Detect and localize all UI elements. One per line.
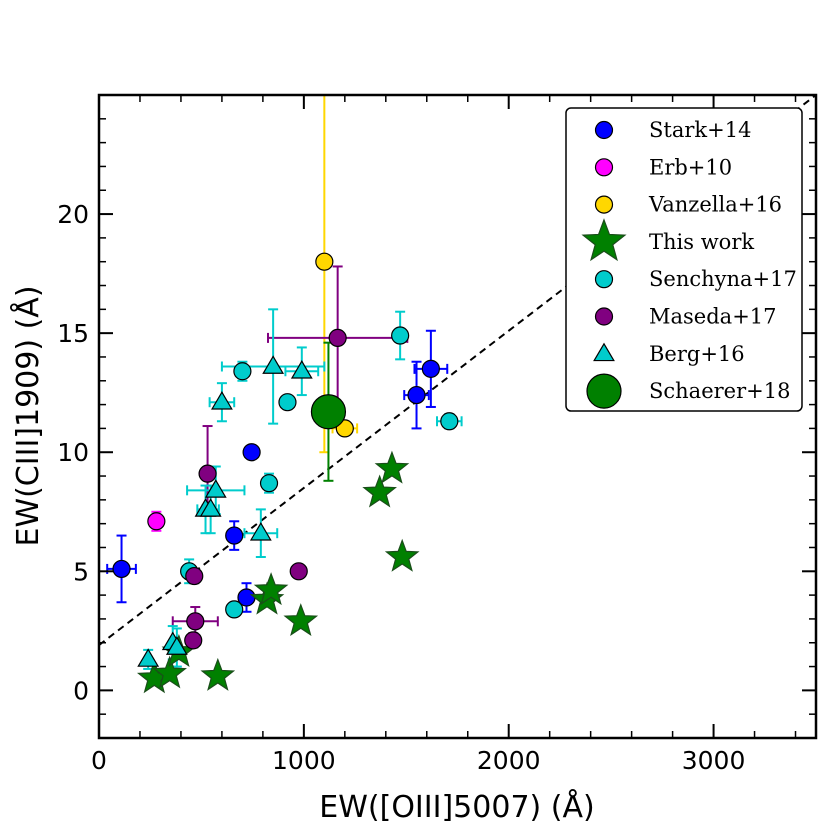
- reference-line-layer: [99, 95, 816, 646]
- data-point-berg-16-2: [165, 636, 188, 655]
- tick-layer: 0 1000 2000 3000 0 5 10 15 20: [57, 95, 816, 775]
- data-point-stark-14-3: [242, 443, 261, 462]
- data-point-this-work-7: [362, 474, 397, 508]
- legend-label-senchyna-17: Senchyna+17: [649, 267, 797, 291]
- x-tick-label: 3000: [682, 746, 746, 775]
- legend-label-schaerer-18: Schaerer+18: [649, 379, 790, 403]
- data-point-senchyna-17-1: [225, 600, 244, 619]
- legend-box: [565, 107, 803, 412]
- data-point-maseda-17-4: [289, 562, 308, 581]
- data-point-this-work-9: [384, 538, 420, 572]
- data-point-berg-16-8: [262, 355, 285, 374]
- data-point-berg-16-6: [211, 391, 233, 410]
- x-tick-label: 1000: [272, 746, 336, 775]
- legend-marker-this-work: [581, 218, 627, 262]
- y-tick-label: 10: [57, 438, 89, 467]
- legend-label-this-work: This work: [649, 230, 754, 254]
- legend-marker-schaerer-18: [586, 373, 622, 409]
- marker-layer: [112, 252, 459, 694]
- data-point-schaerer-18-0: [310, 394, 347, 430]
- data-point-maseda-17-1: [185, 566, 204, 586]
- legend-label-berg-16: Berg+16: [649, 342, 745, 366]
- data-point-stark-14-5: [421, 359, 440, 378]
- y-axis-label: EW(CIII]1909) (Å): [10, 285, 46, 546]
- data-point-stark-14-0: [112, 559, 131, 579]
- legend-label-erb-10: Erb+10: [649, 155, 732, 179]
- legend-marker-berg-16: [593, 342, 615, 362]
- y-tick-label: 0: [73, 676, 89, 705]
- data-point-this-work-8: [374, 450, 410, 484]
- data-point-erb-10-0: [147, 512, 166, 531]
- legend-marker-maseda-17: [594, 307, 614, 326]
- data-point-stark-14-4: [407, 385, 426, 405]
- data-point-maseda-17-3: [198, 464, 217, 483]
- legend-label-maseda-17: Maseda+17: [649, 305, 777, 329]
- y-tick-label: 5: [73, 557, 89, 586]
- data-point-vanzella-16-0: [315, 252, 334, 271]
- data-point-this-work-1: [152, 655, 187, 689]
- legend-marker-vanzella-16: [594, 195, 614, 214]
- data-point-berg-16-4: [199, 498, 222, 517]
- data-point-senchyna-17-6: [440, 412, 459, 431]
- data-point-maseda-17-2: [186, 612, 205, 631]
- data-point-this-work-6: [283, 603, 319, 637]
- data-point-berg-16-0: [137, 648, 160, 667]
- y-tick-label: 15: [57, 319, 89, 348]
- data-point-this-work-5: [253, 572, 289, 606]
- one-to-one-reference-line: [99, 95, 816, 646]
- data-point-senchyna-17-3: [259, 474, 279, 493]
- y-tick-label: 20: [57, 200, 89, 229]
- plot-frame: [97, 93, 818, 740]
- data-point-berg-16-7: [249, 521, 272, 541]
- x-axis-label: EW([OIII]5007) (Å): [319, 789, 594, 825]
- legend-label-vanzella-16: Vanzella+16: [648, 193, 782, 217]
- data-point-maseda-17-5: [328, 328, 347, 348]
- x-tick-label: 2000: [477, 746, 541, 775]
- data-point-stark-14-1: [225, 526, 244, 545]
- legend: Stark+14 Erb+10 Vanzella+16 This work Senchy…: [565, 107, 803, 412]
- data-point-this-work-3: [200, 657, 236, 691]
- data-point-senchyna-17-4: [278, 393, 297, 412]
- data-point-maseda-17-0: [184, 631, 203, 650]
- data-point-senchyna-17-5: [391, 326, 410, 345]
- legend-marker-senchyna-17: [594, 270, 614, 289]
- legend-marker-stark-14: [594, 120, 614, 140]
- data-point-senchyna-17-2: [233, 362, 252, 381]
- legend-marker-erb-10: [594, 158, 614, 177]
- legend-label-stark-14: Stark+14: [649, 118, 751, 142]
- data-point-berg-16-5: [204, 479, 227, 498]
- data-point-berg-16-9: [290, 360, 313, 379]
- x-tick-label: 0: [91, 746, 107, 775]
